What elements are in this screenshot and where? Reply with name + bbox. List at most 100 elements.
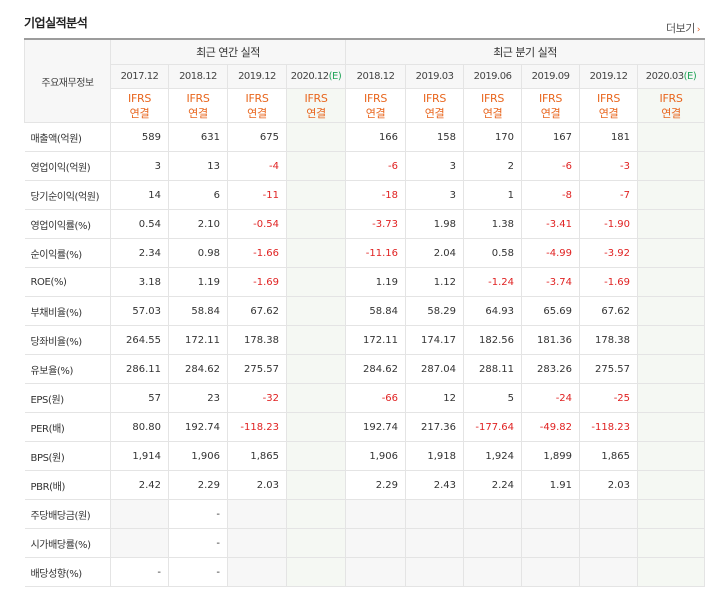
table-cell: -49.82: [521, 412, 581, 442]
table-cell: [110, 499, 169, 529]
table-cell: [637, 557, 706, 587]
table-cell: -7: [579, 180, 639, 210]
period-header: 2018.12: [345, 64, 407, 89]
table-cell: -3.41: [521, 209, 581, 239]
table-cell: [579, 557, 639, 587]
table-row: 영업이익률(%) 0.54 2.10 -0.54 -3.73 1.98 1.38 -3.41-…: [24, 209, 706, 239]
table-cell: 675: [227, 122, 287, 152]
table-cell: 5: [463, 383, 523, 413]
table-row: 매출액(억원) 589 631 675 166 158 170 167 181: [24, 122, 706, 152]
row-label: ROE(%): [24, 267, 111, 297]
table-cell: 67.62: [579, 296, 639, 326]
row-label: PBR(배): [24, 470, 111, 500]
row-header-label: 주요재무정보: [24, 38, 111, 123]
period-label: 2019.12: [238, 71, 276, 82]
table-cell: [637, 412, 706, 442]
table-cell: [227, 499, 287, 529]
period-label: 2019.03: [415, 71, 454, 82]
ifrs-badge: IFRS 연결: [110, 88, 169, 123]
table-cell: -118.23: [579, 412, 639, 442]
row-label: 순이익률(%): [24, 238, 111, 268]
table-cell: 1,865: [579, 441, 639, 471]
table-cell: -1.66: [227, 238, 287, 268]
period-header: 2019.09: [521, 64, 581, 89]
table-cell: 6: [168, 180, 228, 210]
table-cell: -32: [227, 383, 287, 413]
table-cell: 14: [110, 180, 169, 210]
table-cell: 1,865: [227, 441, 287, 471]
table-cell: -25: [579, 383, 639, 413]
table-cell: [285, 412, 347, 442]
table-cell: [637, 151, 706, 181]
consolidated-label: 연결: [598, 106, 619, 120]
table-cell: 1.98: [405, 209, 465, 239]
table-cell: 2.42: [110, 470, 169, 500]
ifrs-label: IFRS: [128, 91, 151, 105]
table-row: 유보율(%) 286.11 284.62 275.57 284.62 287.04 288.…: [24, 354, 706, 384]
consolidated-label: 연결: [188, 106, 208, 120]
period-label: 2017.12: [120, 71, 159, 82]
table-cell: 1.38: [463, 209, 523, 239]
table-cell: 3: [405, 151, 465, 181]
ifrs-label: IFRS: [539, 91, 563, 105]
table-cell: [285, 499, 347, 529]
ifrs-badge: IFRS 연결: [285, 88, 347, 123]
table-cell: -4: [227, 151, 287, 181]
table-cell: -3.74: [521, 267, 581, 297]
period-label: 2019.09: [531, 71, 570, 82]
table-cell: [285, 180, 347, 210]
table-cell: 3: [405, 180, 465, 210]
table-row: 부채비율(%) 57.03 58.84 67.62 58.84 58.29 64.93 65.…: [24, 296, 706, 326]
table-cell: 589: [110, 122, 169, 152]
table-row: 주당배당금(원) -: [24, 499, 706, 529]
table-cell: 1: [463, 180, 523, 210]
table-cell: [637, 296, 706, 326]
table-cell: -0.54: [227, 209, 287, 239]
ifrs-badge: IFRS 연결: [463, 88, 523, 123]
table-cell: 172.11: [345, 325, 407, 355]
table-cell: -177.64: [463, 412, 523, 442]
table-cell: 1,906: [168, 441, 228, 471]
table-cell: [637, 267, 706, 297]
ifrs-label: IFRS: [245, 91, 269, 105]
row-label: 당기순이익(억원): [24, 180, 111, 210]
row-label: 영업이익률(%): [24, 209, 111, 239]
table-cell: -1.24: [463, 267, 523, 297]
more-link[interactable]: 더보기 ›: [666, 20, 701, 36]
table-cell: [637, 383, 706, 413]
consolidated-label: 연결: [129, 106, 150, 120]
period-label: 2020.12: [290, 71, 329, 82]
consolidated-label: 연결: [247, 106, 267, 120]
table-cell: [110, 528, 169, 558]
table-cell: 631: [168, 122, 228, 152]
row-label: BPS(원): [24, 441, 111, 471]
row-label: 부채비율(%): [24, 296, 111, 326]
table-cell: [521, 528, 581, 558]
table-cell: [637, 325, 706, 355]
table-cell: 181: [579, 122, 639, 152]
table-cell: -: [168, 557, 228, 587]
row-label: 유보율(%): [24, 354, 111, 384]
table-row: 당좌비율(%) 264.55 172.11 178.38 172.11 174.17 182…: [24, 325, 706, 355]
table-cell: 0.98: [168, 238, 228, 268]
table-cell: 2.03: [227, 470, 287, 500]
financial-summary-table: 주요재무정보 최근 연간 실적 최근 분기 실적 2017.12 2018.12 2019…: [24, 38, 706, 587]
table-cell: [637, 441, 706, 471]
ifrs-badge: IFRS 연결: [579, 88, 639, 123]
table-cell: -118.23: [227, 412, 287, 442]
table-cell: 67.62: [227, 296, 287, 326]
table-cell: [285, 122, 347, 152]
consolidated-label: 연결: [424, 106, 445, 120]
table-cell: [463, 528, 523, 558]
table-cell: 1.91: [521, 470, 581, 500]
table-cell: [285, 325, 347, 355]
more-label[interactable]: 더보기: [666, 22, 695, 35]
table-cell: 57.03: [110, 296, 169, 326]
table-cell: -8: [521, 180, 581, 210]
ifrs-badge: IFRS 연결: [227, 88, 287, 123]
table-cell: 284.62: [345, 354, 407, 384]
table-cell: 284.62: [168, 354, 228, 384]
table-row: 당기순이익(억원) 14 6 -11 -18 3 1 -8 -7: [24, 180, 706, 210]
period-header: 2017.12: [110, 64, 169, 89]
table-cell: 2.29: [168, 470, 228, 500]
